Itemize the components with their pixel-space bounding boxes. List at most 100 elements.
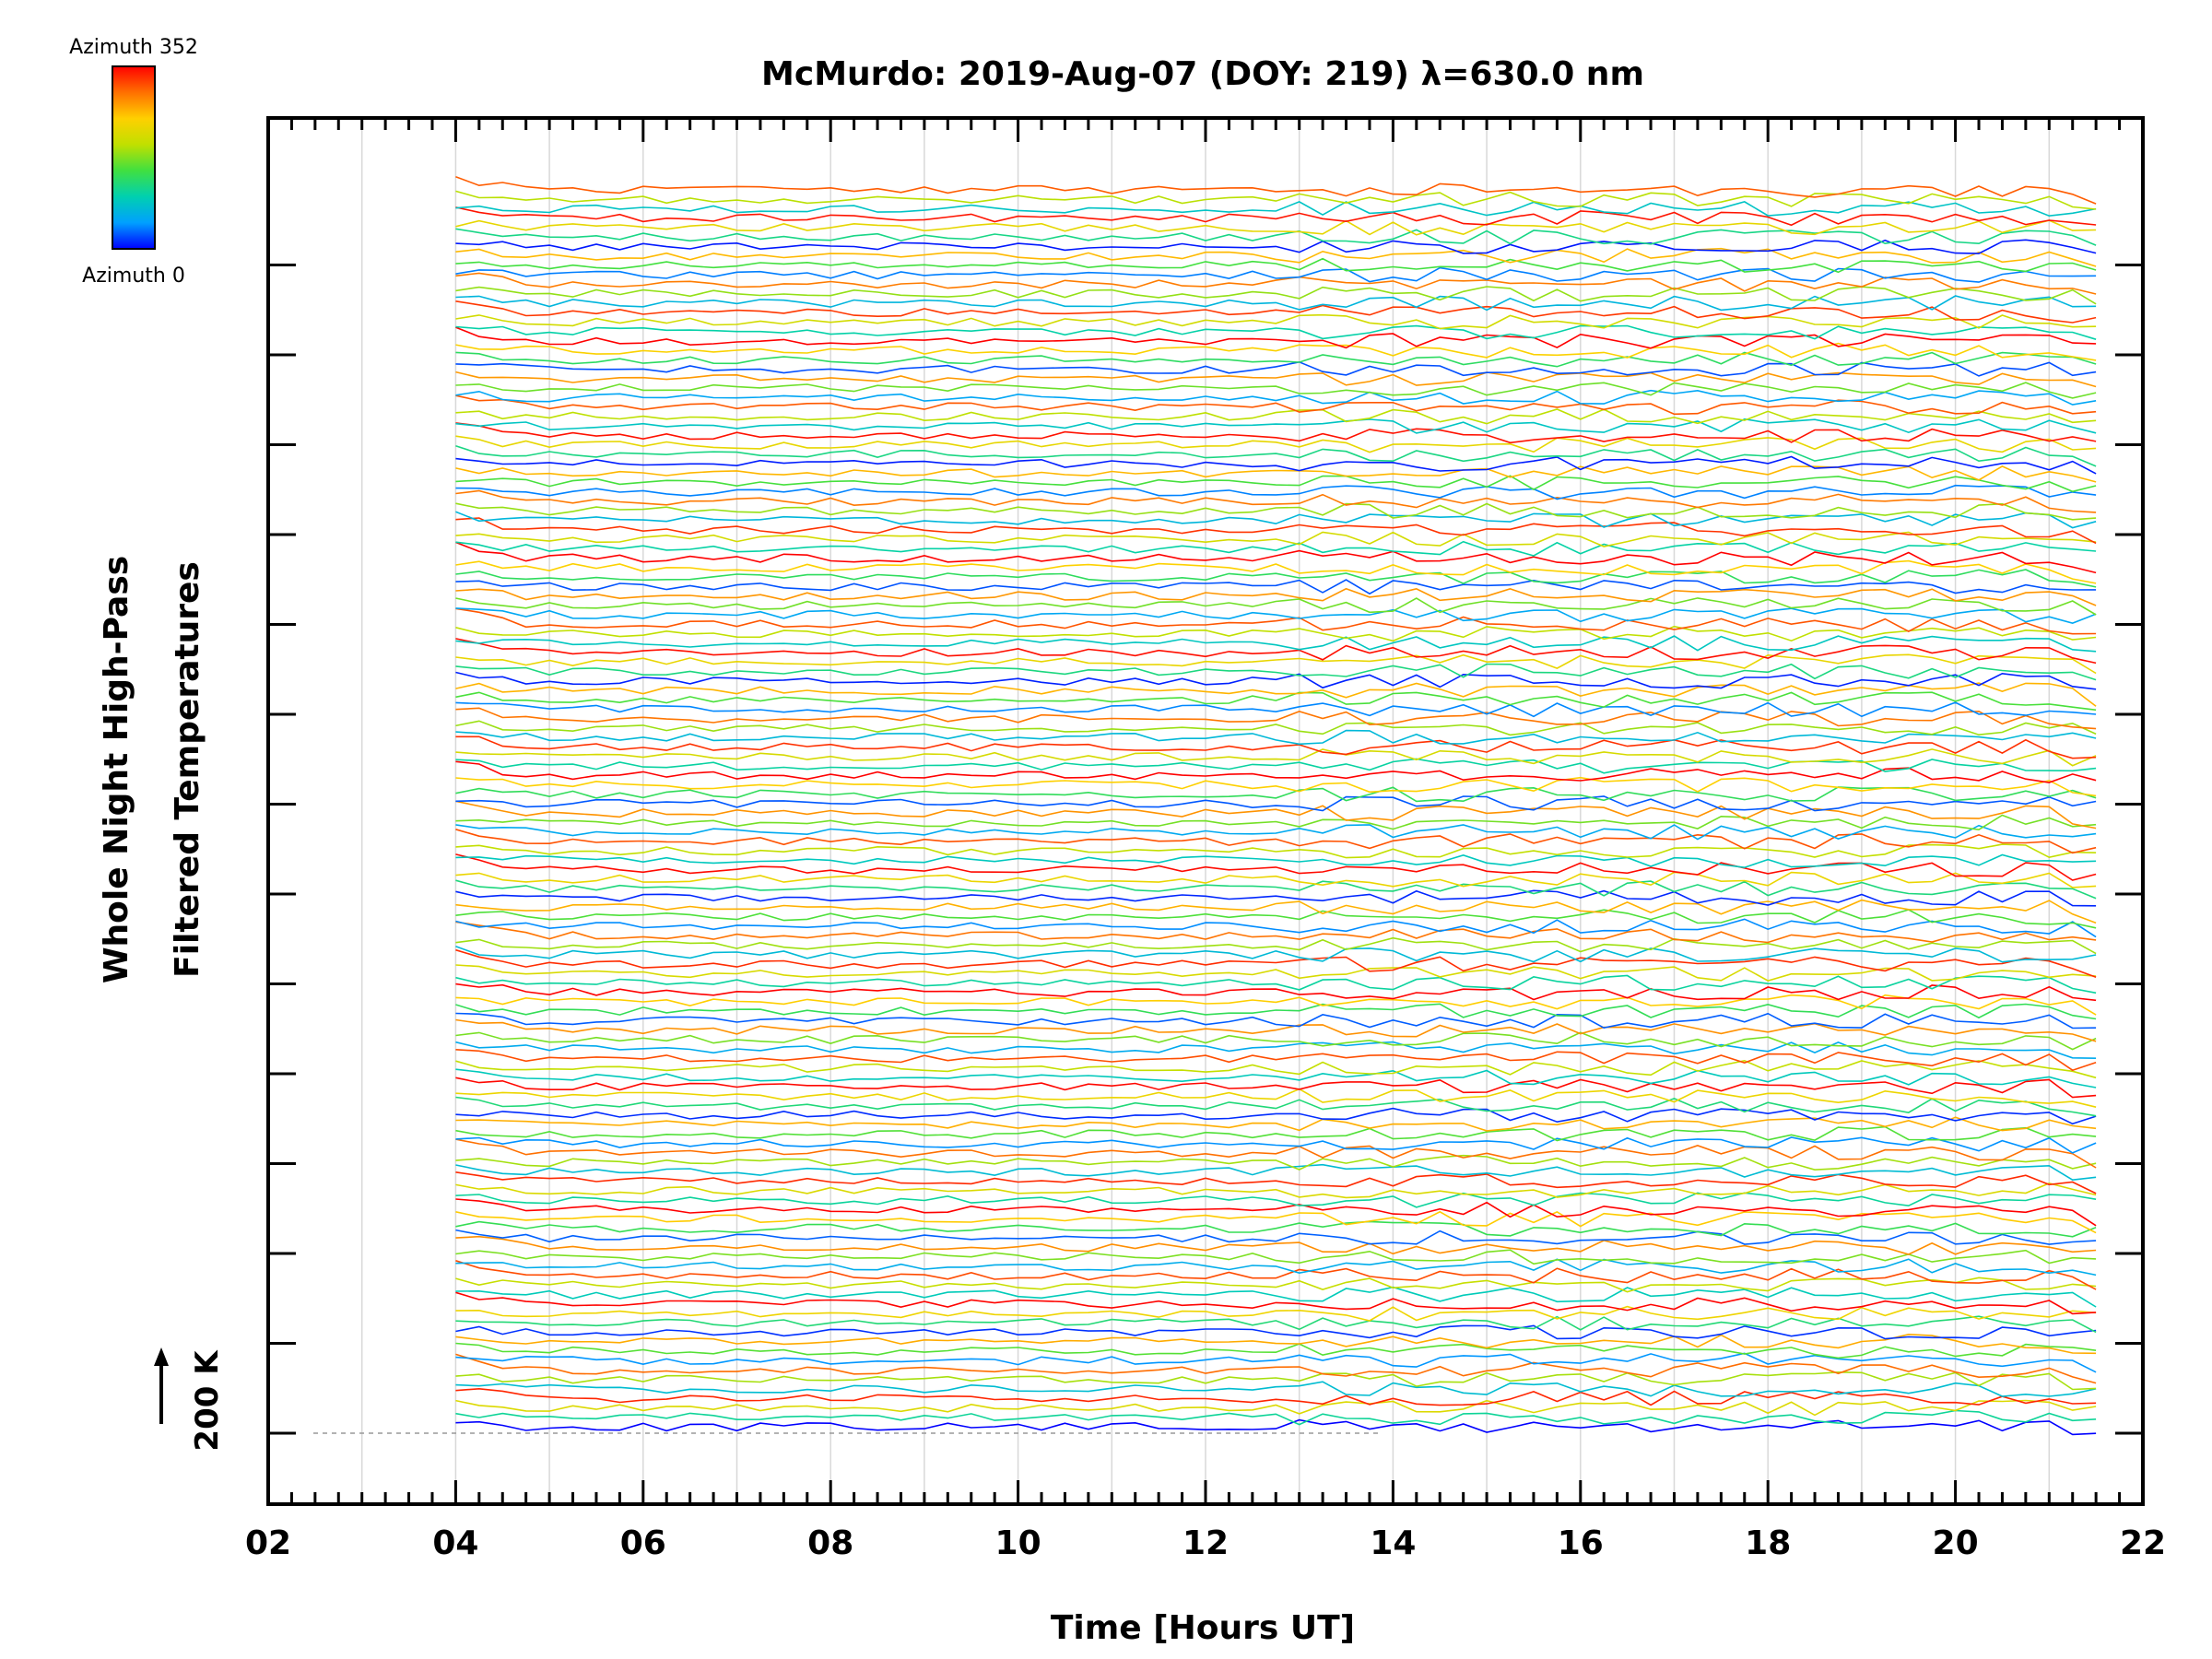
trace-line (455, 455, 2097, 475)
trace-line (455, 489, 2097, 513)
trace-line (455, 1277, 2097, 1293)
trace-line (455, 1371, 2097, 1391)
trace-line (455, 776, 2097, 797)
trace-line (455, 1324, 2097, 1340)
colorbar (112, 65, 156, 250)
trace-line (455, 682, 2097, 707)
trace-line (455, 1059, 2097, 1079)
trace-line (455, 1333, 2097, 1355)
trace-line (455, 671, 2097, 690)
trace-line (455, 1077, 2097, 1099)
trace-line (455, 1315, 2097, 1334)
trace-line (455, 1136, 2097, 1154)
trace-line (455, 625, 2097, 642)
x-tick-label: 04 (432, 1524, 478, 1562)
trace-line (455, 1096, 2097, 1117)
colorbar-bottom-label: Azimuth 0 (82, 265, 185, 288)
x-tick-label: 16 (1558, 1524, 1604, 1562)
trace-line (455, 735, 2097, 759)
trace-line (455, 465, 2097, 483)
trace-line (455, 921, 2097, 944)
x-tick-label: 06 (620, 1524, 666, 1562)
trace-line (455, 720, 2097, 736)
trace-line (455, 239, 2097, 254)
trace-line (455, 945, 2097, 963)
trace-line (455, 300, 2097, 324)
ticks (266, 118, 2145, 1504)
x-tick-label: 22 (2120, 1524, 2166, 1562)
trace-line (455, 1352, 2097, 1373)
trace-line (455, 1041, 2097, 1059)
trace-line (455, 1418, 2097, 1436)
trace-line (455, 541, 2097, 574)
trace-line (455, 247, 2097, 267)
x-tick-label: 10 (995, 1524, 1041, 1562)
trace-line (455, 1049, 2097, 1072)
trace-line (455, 707, 2097, 730)
trace-line (455, 729, 2097, 746)
trace-line (455, 382, 2097, 399)
trace-line (455, 1387, 2097, 1406)
trace-line (455, 587, 2097, 606)
trace-line (455, 360, 2097, 377)
trace-line (455, 909, 2097, 929)
chart-title: McMurdo: 2019-Aug-07 (DOY: 219) λ=630.0 … (761, 55, 1644, 93)
trace-line (455, 408, 2097, 425)
trace-line (455, 889, 2097, 907)
trace-line (455, 286, 2097, 305)
trace-line (455, 760, 2097, 783)
trace-line (455, 313, 2097, 330)
trace-line (455, 653, 2097, 675)
trace-line (455, 1258, 2097, 1277)
trace-line (455, 918, 2097, 938)
scale-label: 200 K (189, 1349, 226, 1452)
trace-line (455, 899, 2097, 924)
trace-line (455, 559, 2097, 584)
trace-line (455, 351, 2097, 368)
trace-line (455, 484, 2097, 500)
trace-line (455, 1286, 2097, 1308)
colorbar-top-label: Azimuth 352 (69, 36, 198, 59)
trace-line (455, 324, 2097, 340)
trace-line (455, 879, 2097, 900)
trace-line (455, 1305, 2097, 1322)
trace-line (455, 795, 2097, 812)
trace-line (455, 389, 2097, 406)
trace-line (455, 748, 2097, 767)
trace-line (455, 517, 2097, 545)
trace-line (455, 1192, 2097, 1208)
trace-line (455, 257, 2097, 274)
trace-line (455, 422, 2097, 444)
trace-line (455, 1210, 2097, 1234)
x-tick-label: 08 (807, 1524, 853, 1562)
trace-line (455, 607, 2097, 635)
trace-line (455, 638, 2097, 665)
trace-line (455, 1018, 2097, 1042)
trace-line (455, 511, 2097, 529)
trace-line (455, 569, 2097, 588)
trace-line (455, 758, 2097, 774)
trace-line (455, 295, 2097, 312)
trace-line (455, 824, 2097, 841)
trace-line (455, 607, 2097, 624)
trace-line (455, 176, 2097, 205)
trace-line (455, 418, 2097, 434)
trace-line (455, 1198, 2097, 1227)
trace-line (455, 1409, 2097, 1426)
trace-line (455, 994, 2097, 1016)
scale-arrow-head (154, 1347, 169, 1366)
x-tick-labels: 02 04 06 08 10 12 14 16 18 20 22 (245, 1524, 2166, 1562)
trace-line (455, 829, 2097, 854)
trace-line (455, 701, 2097, 718)
trace-line (455, 201, 2097, 218)
trace-line (455, 371, 2097, 388)
trace-line (455, 475, 2097, 493)
trace-line (455, 871, 2097, 888)
trace-line (455, 1171, 2097, 1194)
trace-line (455, 1163, 2097, 1182)
x-axis-label: Time [Hours UT] (1051, 1609, 1355, 1647)
trace-line (455, 1342, 2097, 1359)
trace-line (455, 1031, 2097, 1051)
trace-line (455, 1012, 2097, 1030)
